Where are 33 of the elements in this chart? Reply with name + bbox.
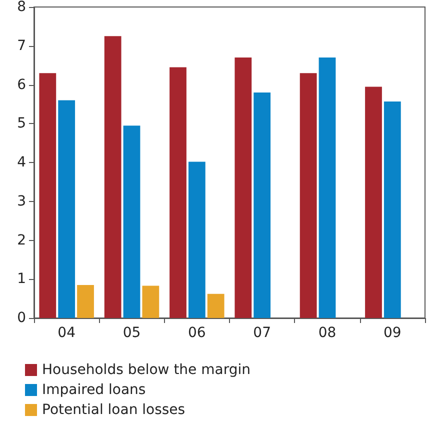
legend-label: Impaired loans [42, 382, 146, 398]
bar [58, 100, 76, 318]
bar [254, 92, 271, 318]
bar [384, 101, 401, 318]
bar [123, 126, 140, 318]
bar [207, 294, 224, 318]
legend-label: Potential loan losses [42, 402, 186, 418]
bar [142, 286, 160, 318]
y-tick-label: 3 [17, 193, 26, 210]
bar [234, 58, 252, 318]
bar [39, 73, 56, 318]
legend-label: Households below the margin [42, 362, 250, 378]
y-tick-label: 8 [17, 0, 26, 15]
y-tick-label: 0 [17, 310, 26, 326]
y-tick-label: 5 [17, 116, 26, 132]
y-tick-label: 2 [17, 232, 26, 248]
x-tick-label: 05 [122, 325, 141, 341]
y-tick-label: 6 [17, 76, 26, 93]
x-tick-label: 09 [384, 325, 402, 341]
x-tick-label: 04 [58, 325, 76, 341]
bar [365, 86, 382, 318]
bar [104, 36, 122, 318]
x-tick-label: 08 [318, 325, 336, 341]
bar [188, 162, 206, 318]
x-tick-label: 07 [253, 325, 271, 341]
bar [300, 73, 317, 318]
bar [77, 284, 94, 318]
y-tick-label: 4 [17, 154, 26, 170]
x-tick-label: 06 [188, 325, 206, 341]
y-tick-label: 1 [17, 271, 26, 288]
bar [170, 67, 186, 318]
bar [318, 58, 336, 318]
y-tick-label: 7 [17, 38, 26, 54]
